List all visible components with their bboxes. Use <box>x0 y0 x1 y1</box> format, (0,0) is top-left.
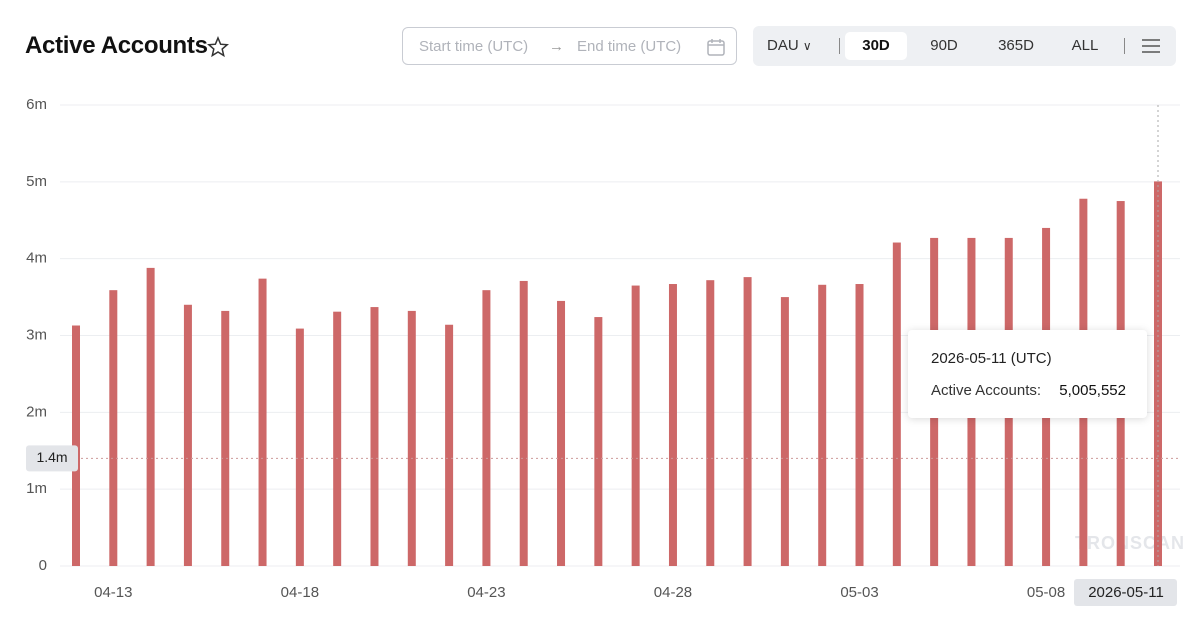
bar <box>221 310 230 566</box>
bar <box>333 311 342 566</box>
bar <box>594 317 603 566</box>
tooltip-title: 2026-05-11 (UTC) <box>931 350 1052 367</box>
divider <box>839 38 840 54</box>
bar <box>295 328 304 566</box>
calendar-icon <box>707 39 725 56</box>
x-tick-label: 04-13 <box>94 584 132 601</box>
range-button[interactable]: 365D <box>998 37 1034 54</box>
divider <box>1124 38 1125 54</box>
crosshair-label-box <box>26 445 78 472</box>
y-tick-label: 0 <box>39 557 47 574</box>
y-tick-label: 3m <box>26 326 47 343</box>
bar <box>519 280 528 566</box>
range-button[interactable]: ALL <box>1071 37 1099 54</box>
bar <box>892 242 901 566</box>
tooltip-box <box>908 330 1147 418</box>
y-tick-label: 4m <box>26 250 47 267</box>
end-time-input[interactable]: End time (UTC) <box>577 38 682 55</box>
bar <box>1154 181 1162 567</box>
arrow: → <box>549 38 564 55</box>
page-title: Active Accounts <box>25 32 208 59</box>
range-button[interactable]: 30D <box>845 32 907 60</box>
x-tick-label: 04-18 <box>281 584 319 601</box>
menu-icon[interactable] <box>1142 38 1160 54</box>
bar <box>631 285 640 566</box>
favorite-star[interactable] <box>207 36 229 58</box>
x-tick-label: 05-08 <box>1027 584 1065 601</box>
bar <box>818 284 827 566</box>
y-tick-label: 1m <box>26 480 47 497</box>
bar <box>109 290 118 566</box>
metric-select[interactable]: DAU ∨ <box>767 37 812 54</box>
tooltip-series-label: Active Accounts: <box>931 382 1041 399</box>
bar <box>482 290 491 566</box>
start-time-input[interactable]: Start time (UTC) <box>419 38 529 55</box>
x-tick-label: 04-23 <box>467 584 505 601</box>
bar <box>668 284 677 566</box>
tooltip-value: 5,005,552 <box>1059 382 1126 399</box>
bar <box>370 307 379 566</box>
range-controls: DAU ∨ 30D 90D 365D ALL <box>753 26 1176 66</box>
watermark: TRONSCAN <box>1075 533 1185 553</box>
y-tick-label: 2m <box>26 403 47 420</box>
range-button[interactable]: 90D <box>930 37 958 54</box>
bar <box>146 267 155 566</box>
x-tick-label: 04-28 <box>654 584 692 601</box>
x-tick-label: 2026-05-11 <box>1088 584 1164 601</box>
crosshair-label: 1.4m <box>36 449 67 465</box>
bar <box>743 277 752 566</box>
bar <box>706 280 715 566</box>
metric-label: DAU <box>767 37 799 54</box>
x-tick-label: 05-03 <box>840 584 878 601</box>
x-highlight-box <box>1074 579 1177 606</box>
bar <box>557 300 566 566</box>
y-tick-label: 5m <box>26 173 47 190</box>
bar <box>258 278 267 566</box>
bar <box>780 297 789 566</box>
y-tick-label: 6m <box>26 96 47 113</box>
bar <box>855 284 864 566</box>
bar <box>445 324 454 566</box>
bar <box>183 304 192 566</box>
bar <box>407 310 416 566</box>
tooltip: 2026-05-11 (UTC) Active Accounts: 5,005,55… <box>908 330 1147 418</box>
date-range-picker[interactable]: Start time (UTC) → End time (UTC) <box>402 27 737 65</box>
